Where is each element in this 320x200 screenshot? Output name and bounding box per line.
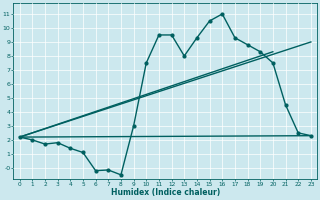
- X-axis label: Humidex (Indice chaleur): Humidex (Indice chaleur): [111, 188, 220, 197]
